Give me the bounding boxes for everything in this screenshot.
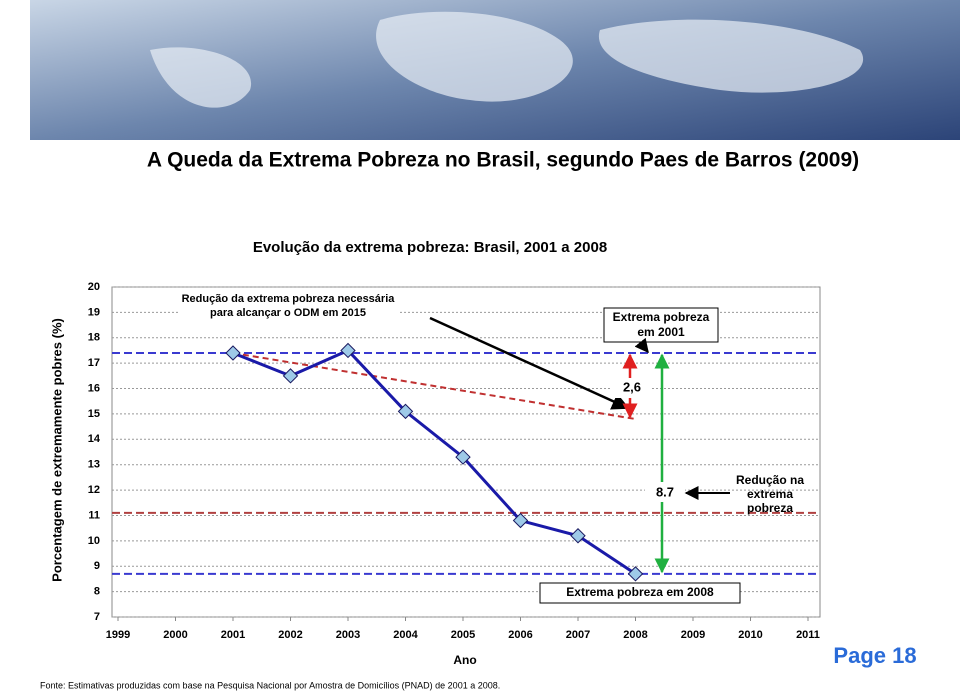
trend-line bbox=[232, 352, 636, 420]
x-tick-label: 2003 bbox=[336, 629, 360, 641]
y-tick-label: 13 bbox=[88, 459, 100, 471]
end-label: Extrema pobreza em 2008 bbox=[566, 585, 714, 599]
annotation-box bbox=[178, 290, 398, 322]
data-point bbox=[512, 512, 529, 529]
chart-title: Evolução da extrema pobreza: Brasil, 200… bbox=[253, 239, 607, 256]
drop-box bbox=[645, 482, 685, 502]
y-tick-label: 8 bbox=[94, 586, 100, 598]
drop-label: 8.7 bbox=[656, 484, 674, 499]
x-tick-label: 2009 bbox=[681, 629, 705, 641]
y-tick-label: 19 bbox=[88, 306, 100, 318]
source-note: Fonte: Estimativas produzidas com base n… bbox=[40, 680, 500, 690]
y-tick-label: 11 bbox=[88, 509, 100, 521]
x-axis-title: Ano bbox=[453, 653, 476, 667]
x-tick-label: 2008 bbox=[623, 629, 647, 641]
annotation: Redução da extrema pobreza necessária par… bbox=[182, 293, 396, 319]
data-point bbox=[397, 403, 414, 420]
data-line bbox=[232, 348, 637, 576]
y-tick-label: 16 bbox=[88, 382, 100, 394]
data-point bbox=[282, 368, 299, 384]
start-arrow bbox=[634, 337, 649, 354]
x-tick-label: 2007 bbox=[566, 629, 590, 641]
gap-box bbox=[612, 378, 652, 398]
data-point bbox=[455, 449, 471, 465]
end-box bbox=[539, 582, 741, 604]
annotation-arrow bbox=[429, 316, 630, 410]
x-tick-label: 1999 bbox=[106, 629, 130, 641]
x-tick-label: 2000 bbox=[163, 629, 187, 641]
data-point bbox=[225, 345, 241, 361]
x-tick-label: 2001 bbox=[221, 629, 245, 641]
x-tick-label: 2004 bbox=[393, 629, 418, 641]
page-number: Page 18 bbox=[833, 643, 916, 668]
y-axis-title: Porcentagem de extremamente pobres (%) bbox=[49, 318, 64, 582]
y-tick-label: 14 bbox=[88, 433, 101, 445]
y-tick-label: 18 bbox=[88, 332, 100, 344]
x-tick-label: 2011 bbox=[796, 629, 820, 641]
y-tick-label: 20 bbox=[88, 281, 100, 293]
map-continents bbox=[150, 11, 864, 108]
x-tick-label: 2002 bbox=[278, 629, 302, 641]
start-box bbox=[603, 307, 719, 343]
data-point bbox=[570, 528, 586, 544]
y-tick-label: 9 bbox=[94, 560, 100, 572]
data-point bbox=[627, 566, 644, 582]
start-label: Extrema pobreza em 2001 bbox=[613, 310, 710, 339]
y-tick-label: 12 bbox=[88, 484, 100, 496]
x-tick-label: 2005 bbox=[451, 629, 475, 641]
x-tick-label: 2006 bbox=[508, 629, 532, 641]
gap-label: 2,6 bbox=[623, 379, 641, 394]
y-tick-label: 15 bbox=[88, 408, 100, 420]
slide-title: A Queda da Extrema Pobreza no Brasil, se… bbox=[147, 149, 859, 172]
data-point bbox=[340, 342, 356, 359]
y-tick-label: 17 bbox=[88, 357, 100, 369]
y-tick-label: 7 bbox=[94, 611, 100, 623]
y-tick-label: 10 bbox=[88, 535, 100, 547]
x-tick-label: 2010 bbox=[738, 629, 762, 641]
reduction-label: Redução na extrema pobreza bbox=[736, 473, 804, 515]
